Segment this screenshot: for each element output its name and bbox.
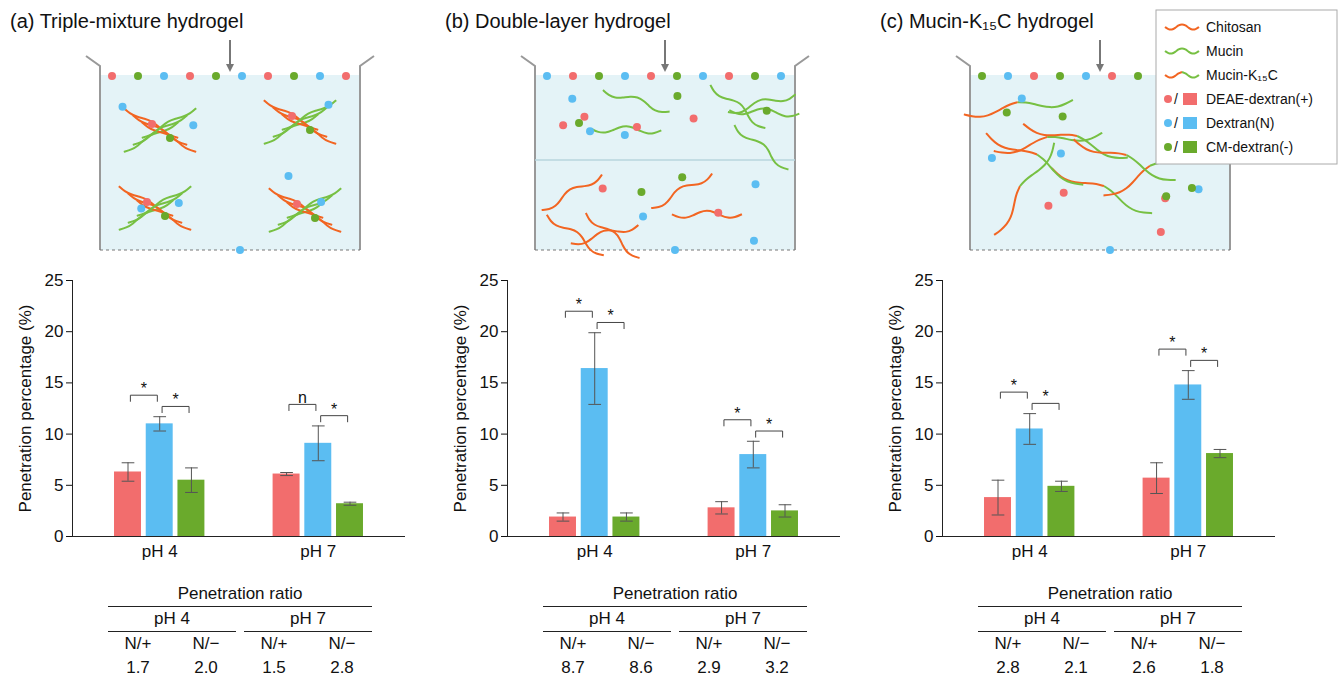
html-text:2.9: 2.9 (697, 658, 721, 677)
html-text:Penetration ratio: Penetration ratio (177, 584, 303, 603)
svg-text:DEAE-dextran(+): DEAE-dextran(+) (1206, 91, 1313, 107)
html-text:2.8: 2.8 (996, 658, 1020, 677)
html-text:8.7: 8.7 (561, 658, 585, 677)
html-text:N/−: N/− (192, 634, 220, 653)
html-text:N/+: N/+ (124, 634, 152, 653)
html-text:N/+: N/+ (695, 634, 723, 653)
html-text:pH 4: pH 4 (1024, 609, 1060, 628)
svg-text:pH 7: pH 7 (1170, 542, 1206, 561)
svg-text:25: 25 (480, 271, 499, 290)
svg-text:Penetration percentage (%): Penetration percentage (%) (451, 305, 470, 513)
svg-text:5: 5 (54, 476, 63, 495)
svg-text:n: n (298, 389, 307, 406)
svg-text:15: 15 (480, 373, 499, 392)
html-text:8.6: 8.6 (629, 658, 653, 677)
svg-text:5: 5 (489, 476, 498, 495)
svg-text:(b) Double-layer hydrogel: (b) Double-layer hydrogel (445, 10, 671, 32)
svg-text:(c) Mucin-K₁₅C hydrogel: (c) Mucin-K₁₅C hydrogel (880, 10, 1094, 32)
svg-text:25: 25 (45, 271, 64, 290)
svg-text:*: * (766, 416, 772, 433)
svg-text:0: 0 (924, 527, 933, 546)
svg-text:*: * (141, 380, 147, 397)
svg-text:Chitosan: Chitosan (1206, 19, 1261, 35)
svg-text:*: * (1201, 345, 1207, 362)
svg-text:pH 4: pH 4 (1012, 542, 1048, 561)
svg-text:Dextran(N): Dextran(N) (1206, 115, 1274, 131)
svg-text:20: 20 (480, 322, 499, 341)
svg-text:/: / (1174, 139, 1178, 155)
svg-text:0: 0 (54, 527, 63, 546)
html-text:2.0: 2.0 (194, 658, 218, 677)
svg-text:pH 7: pH 7 (735, 542, 771, 561)
html-text:N/+: N/+ (994, 634, 1022, 653)
svg-text:15: 15 (915, 373, 934, 392)
html-text:N/+: N/+ (260, 634, 288, 653)
svg-text:Mucin-K₁₅C: Mucin-K₁₅C (1206, 67, 1278, 83)
svg-text:(a) Triple-mixture hydrogel: (a) Triple-mixture hydrogel (10, 10, 243, 32)
svg-text:*: * (734, 405, 740, 422)
html-text:pH 4: pH 4 (589, 609, 625, 628)
svg-text:10: 10 (45, 425, 64, 444)
html-text:N/+: N/+ (559, 634, 587, 653)
svg-text:5: 5 (924, 476, 933, 495)
svg-text:*: * (1042, 388, 1048, 405)
html-text:1.7: 1.7 (126, 658, 150, 677)
html-text:1.5: 1.5 (262, 658, 286, 677)
html-text:pH 7: pH 7 (1160, 609, 1196, 628)
html-text:N/+: N/+ (1130, 634, 1158, 653)
html-text:2.8: 2.8 (330, 658, 354, 677)
svg-text:CM-dextran(-): CM-dextran(-) (1206, 139, 1293, 155)
svg-text:20: 20 (915, 322, 934, 341)
svg-text:pH 4: pH 4 (577, 542, 613, 561)
svg-text:Mucin: Mucin (1206, 43, 1243, 59)
html-text:3.2: 3.2 (765, 658, 789, 677)
svg-text:Penetration percentage (%): Penetration percentage (%) (886, 305, 905, 513)
svg-text:*: * (1169, 334, 1175, 351)
html-text:N/−: N/− (627, 634, 655, 653)
html-text:pH 7: pH 7 (290, 609, 326, 628)
svg-text:Penetration percentage (%): Penetration percentage (%) (16, 305, 35, 513)
svg-text:*: * (172, 391, 178, 408)
svg-text:10: 10 (480, 425, 499, 444)
svg-text:25: 25 (915, 271, 934, 290)
html-text:pH 7: pH 7 (725, 609, 761, 628)
svg-text:0: 0 (489, 527, 498, 546)
svg-text:15: 15 (45, 373, 64, 392)
html-text:N/−: N/− (328, 634, 356, 653)
html-text:Penetration ratio: Penetration ratio (612, 584, 738, 603)
svg-text:pH 4: pH 4 (142, 542, 178, 561)
html-text:Penetration ratio: Penetration ratio (1047, 584, 1173, 603)
svg-text:10: 10 (915, 425, 934, 444)
svg-text:pH 7: pH 7 (300, 542, 336, 561)
svg-text:*: * (607, 307, 613, 324)
svg-text:20: 20 (45, 322, 64, 341)
svg-text:*: * (331, 401, 337, 418)
html-text:2.1: 2.1 (1064, 658, 1088, 677)
html-text:N/−: N/− (1062, 634, 1090, 653)
svg-text:/: / (1174, 115, 1178, 131)
html-text:1.8: 1.8 (1200, 658, 1224, 677)
html-text:N/−: N/− (1198, 634, 1226, 653)
html-text:pH 4: pH 4 (154, 609, 190, 628)
html-text:2.6: 2.6 (1132, 658, 1156, 677)
svg-text:*: * (576, 296, 582, 313)
html-text:N/−: N/− (763, 634, 791, 653)
svg-text:/: / (1174, 91, 1178, 107)
svg-text:*: * (1011, 377, 1017, 394)
